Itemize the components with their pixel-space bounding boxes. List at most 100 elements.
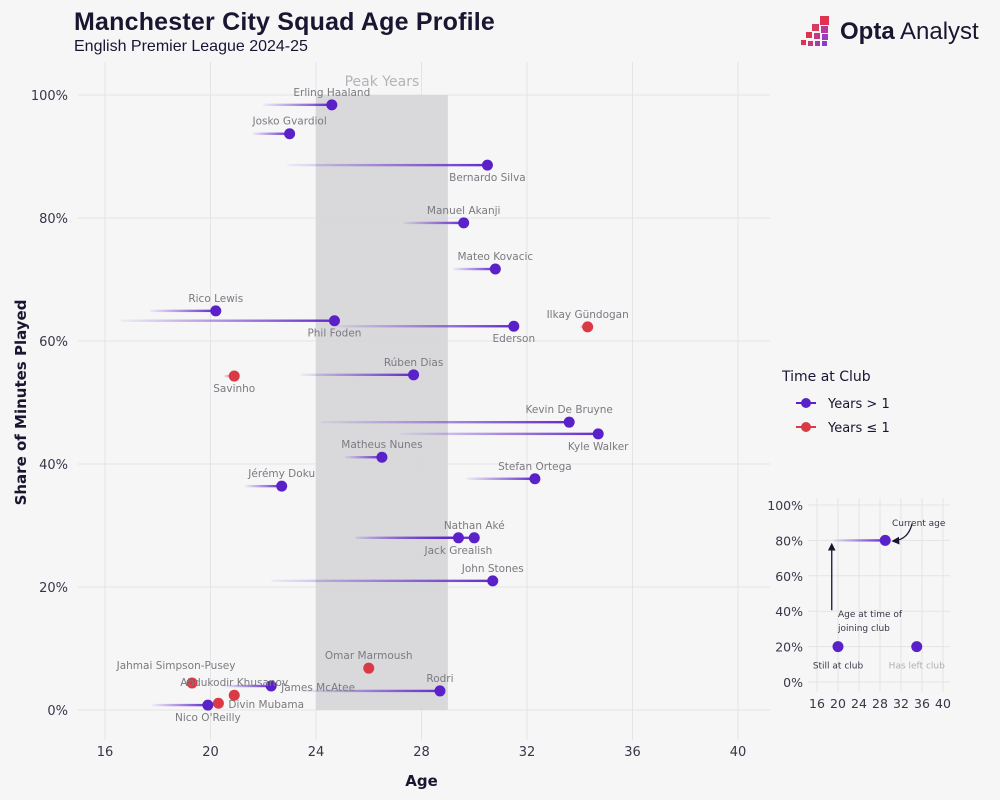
x-tick-label: 40 [730, 745, 747, 760]
y-tick-label: 60% [39, 335, 68, 350]
x-tick-label: 20 [202, 745, 219, 760]
player-point [186, 677, 198, 689]
inset-x-tick-label: 16 [809, 696, 825, 711]
y-tick-label: 20% [39, 581, 68, 596]
player-label: Nathan Aké [444, 520, 505, 532]
inset-y-tick-label: 100% [767, 498, 803, 513]
player-label: Savinho [213, 383, 255, 395]
current-age-arrow [891, 523, 913, 545]
tenure-line [403, 221, 464, 225]
x-tick-label: 36 [624, 745, 641, 760]
player-point [481, 159, 493, 171]
player-point [487, 575, 499, 587]
peak-years-band [316, 95, 448, 710]
legend-title: Time at Club [781, 369, 871, 385]
tenure-line [334, 325, 514, 328]
player-point [265, 680, 277, 692]
logo-brand: Opta [840, 18, 895, 45]
inset-y-tick-label: 0% [783, 675, 803, 690]
player-label: Abdukodir Khusanov [180, 677, 288, 689]
player-points [186, 99, 604, 711]
y-tick-label: 80% [39, 212, 68, 227]
player-point [210, 305, 222, 317]
player-point [228, 370, 240, 382]
player-label: Bernardo Silva [449, 172, 526, 184]
tenure-line [400, 432, 599, 436]
player-label: Jérémy Doku [247, 468, 315, 480]
player-point [212, 697, 224, 709]
player-point [328, 315, 340, 327]
tenure-line [466, 477, 535, 480]
player-point [376, 451, 388, 463]
player-point [284, 128, 296, 140]
tenure-line [223, 684, 272, 688]
player-label: Divin Mubama [228, 699, 304, 711]
x-axis-title: Age [405, 772, 438, 790]
tenure-line [252, 132, 290, 135]
tenure-line [345, 456, 382, 459]
y-tick-label: 0% [47, 704, 68, 719]
player-point [276, 480, 288, 492]
player-point [582, 321, 594, 333]
tenure-line [355, 536, 459, 539]
player-label: Mateo Kovacic [457, 251, 533, 263]
joining-age-annotation-line2: joining club [837, 624, 890, 634]
tenure-line [120, 319, 335, 322]
player-label: James McAtee [280, 682, 355, 694]
player-label: Rico Lewis [188, 293, 243, 305]
player-point [592, 428, 604, 440]
chart-subtitle: English Premier League 2024-25 [74, 38, 308, 55]
tenure-line [300, 373, 414, 377]
inset-x-tick-label: 40 [935, 696, 951, 711]
inset-status-point [832, 641, 844, 653]
inset-y-tick-label: 40% [775, 604, 803, 619]
tenure-line [152, 703, 208, 707]
player-point [508, 320, 520, 332]
peak-years-label: Peak Years [345, 74, 420, 90]
player-label: Matheus Nunes [341, 439, 422, 451]
inset-x-tick-label: 24 [851, 696, 867, 711]
peak-years-band-group: Peak Years [316, 74, 448, 710]
player-label: Nico O'Reilly [175, 712, 241, 724]
tenure-line [321, 420, 570, 424]
legend: Time at Club Years > 1 Years ≤ 1 [781, 369, 890, 436]
inset-x-tick-label: 36 [914, 696, 930, 711]
player-point [529, 473, 541, 485]
tenure-line [453, 267, 496, 271]
player-point [489, 263, 501, 275]
player-point [458, 217, 470, 229]
player-label: Erling Haaland [293, 87, 370, 99]
inset-status-label: Has left club [889, 662, 945, 672]
legend-item-label: Years > 1 [827, 397, 890, 412]
tenure-lines [120, 103, 599, 707]
player-label: John Stones [461, 563, 524, 575]
player-label: Manuel Akanji [427, 205, 501, 217]
inset-status-label: Still at club [813, 662, 864, 672]
player-label: Ilkay Gündogan [547, 309, 629, 321]
player-label: Rúben Dias [384, 357, 444, 369]
player-point [468, 532, 480, 544]
player-point [228, 689, 240, 701]
inset-x-tick-label: 20 [830, 696, 846, 711]
inset-legend: 0% 20% 40% 60% 80% 100% 16 20 24 28 32 36 40 Still at… [767, 498, 951, 711]
chart-title: Manchester City Squad Age Profile [74, 8, 496, 36]
y-axis-title: Share of Minutes Played [12, 300, 30, 506]
logo-suffix: Analyst [900, 18, 979, 45]
inset-status-point [911, 641, 923, 653]
legend-swatch-point [801, 398, 811, 408]
player-label: Josko Gvardiol [251, 116, 326, 128]
legend-swatch-point [801, 422, 811, 432]
player-point [452, 532, 464, 544]
tenure-line [263, 103, 332, 107]
y-tick-label: 100% [31, 89, 68, 104]
tenure-line [244, 484, 282, 488]
opta-analyst-logo: Opta Analyst [800, 14, 979, 50]
player-label: Stefan Ortega [498, 461, 572, 473]
player-label: Omar Marmoush [325, 650, 413, 662]
x-tick-label: 28 [413, 745, 430, 760]
player-labels: Erling Haaland Josko Gvardiol Bernardo Sil… [116, 87, 630, 724]
inset-y-tick-label: 60% [775, 569, 803, 584]
player-label: Kevin De Bruyne [526, 404, 613, 416]
inset-x-tick-label: 32 [893, 696, 909, 711]
